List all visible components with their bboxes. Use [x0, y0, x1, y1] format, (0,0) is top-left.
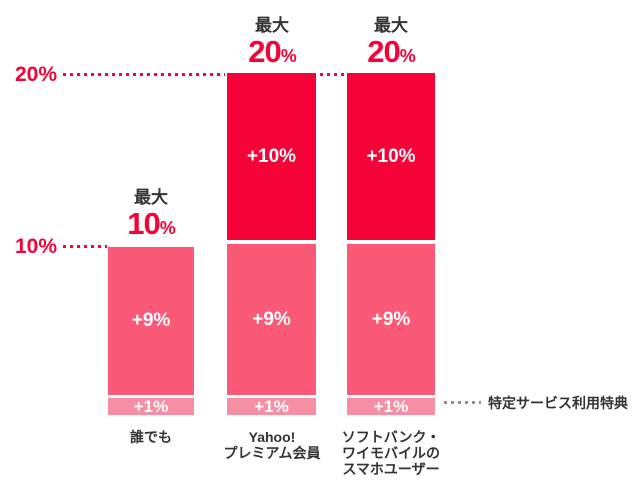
- bar2-max-percent-sign: %: [280, 46, 297, 66]
- bar1-segment-plus1-label: +1%: [133, 397, 169, 416]
- bar2-max-value: 20%: [248, 34, 297, 72]
- bar1-max-header: 最大 10%: [127, 188, 176, 244]
- bar2-max-number: 20: [248, 34, 281, 69]
- bar-everyone: +9% +1%: [108, 247, 194, 415]
- category-label-line: プレミアム会員: [223, 445, 321, 461]
- bar2-max-prefix: 最大: [255, 16, 289, 35]
- bar3-segment-plus10: +10%: [347, 73, 435, 240]
- guide-dotted-line-20-left: [63, 73, 225, 76]
- bar1-max-number: 10: [127, 206, 160, 241]
- annotation-dotted-line: [444, 401, 481, 404]
- bar1-segment-plus9-label: +9%: [131, 310, 171, 331]
- bar2-segment-plus9: +9%: [227, 244, 316, 395]
- guide-dotted-line-10: [63, 245, 107, 248]
- category-label-line: ワイモバイルの: [341, 445, 440, 461]
- y-axis-tick-10: 10%: [14, 235, 57, 258]
- category-label-softbank-ymobile: ソフトバンク・ ワイモバイルの スマホユーザー: [342, 429, 440, 477]
- bar3-max-value: 20%: [367, 34, 416, 72]
- bar3-segment-plus1: +1%: [347, 398, 435, 415]
- bar3-max-header: 最大 20%: [367, 16, 416, 72]
- bar3-max-number: 20: [367, 34, 400, 69]
- bar2-max-header: 最大 20%: [248, 16, 297, 72]
- bar1-segment-plus1: +1%: [108, 398, 194, 415]
- category-label-line: Yahoo!: [248, 429, 296, 445]
- annotation-label: 特定サービス利用特典: [488, 395, 628, 411]
- category-label-line: ソフトバンク・: [341, 429, 441, 445]
- category-label-line: 誰でも: [130, 429, 172, 445]
- bar3-segment-plus9: +9%: [347, 244, 435, 395]
- bar-yahoo-premium: +10% +9% +1%: [227, 73, 316, 415]
- bar3-segment-plus1-label: +1%: [373, 397, 409, 416]
- guide-dotted-line-20-middle: [320, 73, 346, 76]
- bar1-max-percent-sign: %: [159, 218, 176, 238]
- bar1-max-value: 10%: [127, 206, 176, 244]
- bar3-segment-plus10-label: +10%: [366, 145, 416, 167]
- bar2-segment-plus10-label: +10%: [246, 145, 297, 167]
- bar3-segment-plus9-label: +9%: [371, 308, 411, 330]
- bar3-max-percent-sign: %: [399, 46, 416, 66]
- category-label-yahoo-premium: Yahoo! プレミアム会員: [223, 429, 320, 461]
- y-axis-tick-20: 20%: [14, 63, 57, 86]
- bar-softbank-ymobile: +10% +9% +1%: [347, 73, 435, 415]
- category-label-line: スマホユーザー: [342, 461, 440, 477]
- bar3-max-prefix: 最大: [374, 16, 408, 35]
- bar2-segment-plus10: +10%: [227, 73, 316, 240]
- bar2-segment-plus1-label: +1%: [254, 397, 289, 416]
- bar2-segment-plus1: +1%: [227, 398, 316, 415]
- bar2-segment-plus9-label: +9%: [252, 308, 291, 330]
- category-label-everyone: 誰でも: [130, 429, 172, 445]
- bar1-max-prefix: 最大: [134, 188, 168, 207]
- bar1-segment-plus9: +9%: [108, 247, 194, 395]
